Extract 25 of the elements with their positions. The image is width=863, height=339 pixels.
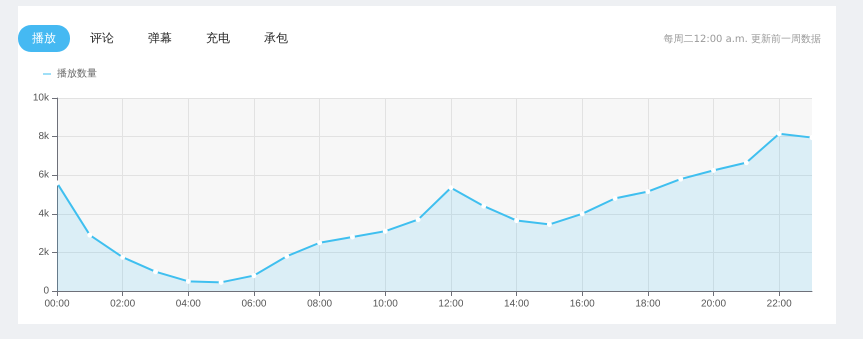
y-tick-label: 8k <box>38 131 50 142</box>
x-tick-label: 14:00 <box>504 298 530 310</box>
x-tick-label: 22:00 <box>766 298 792 310</box>
x-tick-label: 04:00 <box>176 298 202 310</box>
x-tick-label: 08:00 <box>307 298 333 310</box>
x-tick-label: 00:00 <box>44 298 70 310</box>
text: 承包 <box>263 30 289 47</box>
y-tick-label: 2k <box>38 246 50 258</box>
x-tick-label: 18:00 <box>635 298 661 310</box>
y-tick-label: 10k <box>32 92 50 104</box>
text: 评论 <box>89 30 115 47</box>
x-tick-label: 02:00 <box>110 298 136 310</box>
text: 播放 <box>18 25 70 52</box>
y-tick-label: 0 <box>43 286 50 296</box>
text: 每周二12:00 a.m. 更新前一周数据 <box>664 32 821 46</box>
x-tick-label: 20:00 <box>701 298 726 310</box>
y-tick-label: 6k <box>38 170 50 181</box>
y-tick-label: 4k <box>38 208 50 220</box>
x-tick-label: 06:00 <box>241 298 267 310</box>
text: 充电 <box>205 30 231 47</box>
x-tick-label: 12:00 <box>438 298 464 310</box>
text: 弹幕 <box>147 30 173 47</box>
x-tick-label: 16:00 <box>570 298 596 310</box>
legend-label: 播放数量 <box>57 68 97 80</box>
x-tick-label: 10:00 <box>372 298 398 310</box>
